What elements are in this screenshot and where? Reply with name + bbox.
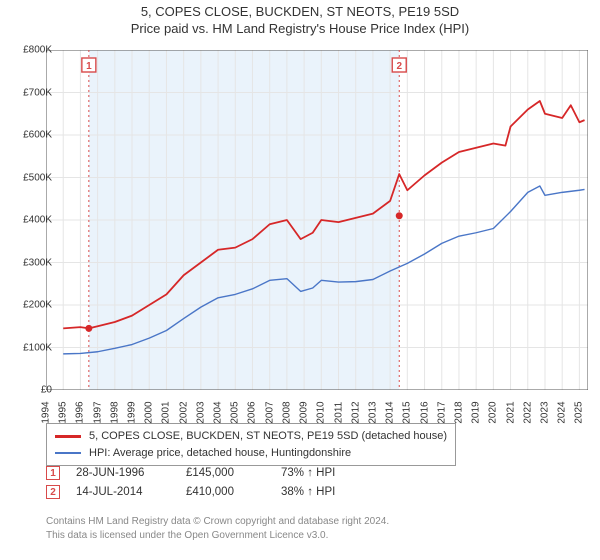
y-axis-label: £0 (41, 385, 52, 396)
x-axis-label: 1997 (92, 401, 103, 423)
sale-marker-2-num: 2 (50, 487, 56, 498)
sale-record-2: 2 14-JUL-2014 £410,000 38% ↑ HPI (46, 485, 381, 499)
x-axis-label: 2025 (574, 401, 585, 423)
x-axis-label: 2021 (505, 401, 516, 423)
sale-records: 1 28-JUN-1996 £145,000 73% ↑ HPI 2 14-JU… (46, 466, 381, 504)
x-axis-label: 2000 (144, 401, 155, 423)
sale-hpi-1: 73% ↑ HPI (281, 467, 381, 479)
sale-marker-2: 2 (46, 485, 60, 499)
x-axis-label: 2018 (453, 401, 464, 423)
y-axis-label: £500K (23, 172, 52, 183)
x-axis-label: 2023 (539, 401, 550, 423)
y-axis-label: £300K (23, 257, 52, 268)
x-axis-label: 2006 (247, 401, 258, 423)
x-axis-label: 2002 (178, 401, 189, 423)
x-axis-label: 2014 (385, 401, 396, 423)
y-axis-label: £700K (23, 87, 52, 98)
x-axis-label: 2011 (333, 402, 344, 424)
legend-label-hpi: HPI: Average price, detached house, Hunt… (89, 445, 351, 462)
sale-marker-1-num: 1 (50, 468, 56, 479)
x-axis-label: 2003 (195, 401, 206, 423)
y-axis-label: £800K (23, 45, 52, 56)
x-axis-label: 2019 (471, 401, 482, 423)
sale-price-2: £410,000 (186, 486, 281, 498)
chart-footer: Contains HM Land Registry data © Crown c… (46, 515, 389, 542)
x-axis-label: 2004 (213, 401, 224, 423)
x-axis-label: 2012 (350, 401, 361, 423)
sale-date-2: 14-JUL-2014 (76, 486, 186, 498)
svg-text:1: 1 (86, 61, 92, 72)
footer-line2: This data is licensed under the Open Gov… (46, 529, 389, 543)
x-axis-label: 2020 (488, 401, 499, 423)
x-axis-label: 2007 (264, 401, 275, 423)
price-chart: 12 (46, 50, 588, 390)
sale-hpi-2: 38% ↑ HPI (281, 486, 381, 498)
x-axis-label: 1998 (109, 401, 120, 423)
chart-title-line1: 5, COPES CLOSE, BUCKDEN, ST NEOTS, PE19 … (0, 4, 600, 19)
chart-legend: 5, COPES CLOSE, BUCKDEN, ST NEOTS, PE19 … (46, 423, 456, 466)
legend-label-price: 5, COPES CLOSE, BUCKDEN, ST NEOTS, PE19 … (89, 428, 447, 445)
x-axis-label: 2022 (522, 401, 533, 423)
y-axis-label: £100K (23, 342, 52, 353)
sale-marker-1: 1 (46, 466, 60, 480)
x-axis-label: 2001 (161, 401, 172, 423)
legend-item-price: 5, COPES CLOSE, BUCKDEN, ST NEOTS, PE19 … (55, 428, 447, 445)
legend-swatch-price (55, 435, 81, 438)
x-axis-label: 1994 (41, 401, 52, 423)
y-axis-label: £600K (23, 130, 52, 141)
footer-line1: Contains HM Land Registry data © Crown c… (46, 515, 389, 529)
x-axis-label: 2008 (281, 401, 292, 423)
chart-title-block: 5, COPES CLOSE, BUCKDEN, ST NEOTS, PE19 … (0, 0, 600, 36)
x-axis-label: 2016 (419, 401, 430, 423)
x-axis-label: 2010 (316, 401, 327, 423)
sale-price-1: £145,000 (186, 467, 281, 479)
x-axis-label: 1999 (127, 401, 138, 423)
chart-title-line2: Price paid vs. HM Land Registry's House … (0, 21, 600, 36)
legend-swatch-hpi (55, 452, 81, 455)
sale-date-1: 28-JUN-1996 (76, 467, 186, 479)
x-axis-label: 2024 (557, 401, 568, 423)
x-axis-label: 2013 (367, 401, 378, 423)
y-axis-label: £400K (23, 215, 52, 226)
x-axis-label: 1995 (58, 401, 69, 423)
x-axis-label: 2017 (436, 401, 447, 423)
x-axis-label: 2015 (402, 401, 413, 423)
x-axis-label: 1996 (75, 401, 86, 423)
y-axis-label: £200K (23, 300, 52, 311)
x-axis-label: 2005 (230, 401, 241, 423)
legend-item-hpi: HPI: Average price, detached house, Hunt… (55, 445, 447, 462)
svg-text:2: 2 (396, 61, 402, 72)
sale-record-1: 1 28-JUN-1996 £145,000 73% ↑ HPI (46, 466, 381, 480)
x-axis-label: 2009 (299, 401, 310, 423)
